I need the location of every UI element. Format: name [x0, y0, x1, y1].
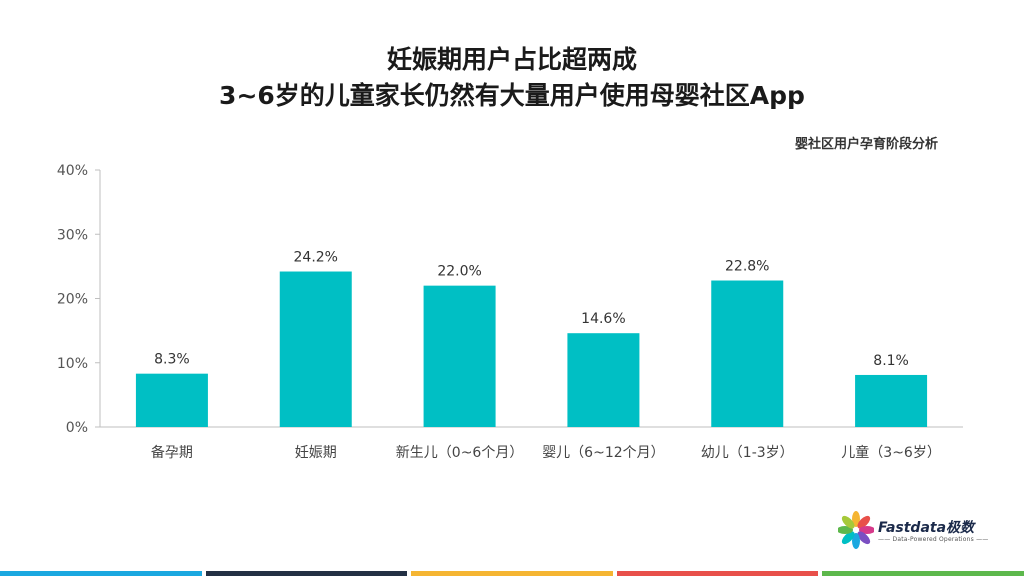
data-label: 8.1%	[873, 353, 909, 369]
data-label: 22.8%	[725, 259, 769, 275]
y-tick-label: 20%	[57, 292, 88, 308]
y-tick-label: 30%	[57, 227, 88, 243]
bar	[423, 285, 496, 427]
bottom-bar-segment	[0, 571, 202, 576]
x-category-label: 幼儿（1-3岁）	[701, 445, 794, 461]
bottom-color-bar	[0, 571, 1024, 576]
data-label: 14.6%	[581, 311, 625, 327]
x-category-label: 妊娠期	[295, 445, 337, 461]
x-category-label: 婴儿（6~12个月）	[542, 445, 664, 461]
logo-text: Fastdata极数	[878, 520, 975, 536]
x-category-label: 备孕期	[151, 444, 193, 461]
chart-title: 妊娠期用户占比超两成 3~6岁的儿童家长仍然有大量用户使用母婴社区App	[0, 42, 1024, 114]
fastdata-logo: Fastdata极数 —— Data-Powered Operations ——	[837, 508, 989, 558]
title-line-2: 3~6岁的儿童家长仍然有大量用户使用母婴社区App	[219, 81, 805, 110]
logo-tagline: —— Data-Powered Operations ——	[878, 536, 989, 543]
x-category-label: 新生儿（0~6个月）	[396, 445, 524, 461]
bar	[711, 280, 784, 427]
chart-subtitle: 婴社区用户孕育阶段分析	[794, 137, 938, 152]
flower-logo-icon	[837, 511, 875, 549]
bar	[855, 374, 928, 427]
bar	[135, 373, 208, 427]
y-tick-label: 10%	[57, 356, 88, 372]
x-category-label: 儿童（3~6岁）	[841, 444, 941, 461]
data-label: 24.2%	[294, 250, 338, 266]
bar	[279, 271, 352, 427]
title-line-1: 妊娠期用户占比超两成	[386, 45, 637, 74]
bottom-bar-segment	[822, 571, 1024, 576]
bottom-bar-segment	[616, 571, 819, 576]
bottom-bar-segment	[411, 571, 613, 576]
bar	[567, 333, 640, 427]
y-tick-label: 0%	[66, 420, 88, 436]
bottom-bar-segment	[205, 571, 408, 576]
data-label: 8.3%	[154, 352, 190, 368]
y-tick-label: 40%	[57, 163, 88, 179]
data-label: 22.0%	[437, 264, 481, 280]
